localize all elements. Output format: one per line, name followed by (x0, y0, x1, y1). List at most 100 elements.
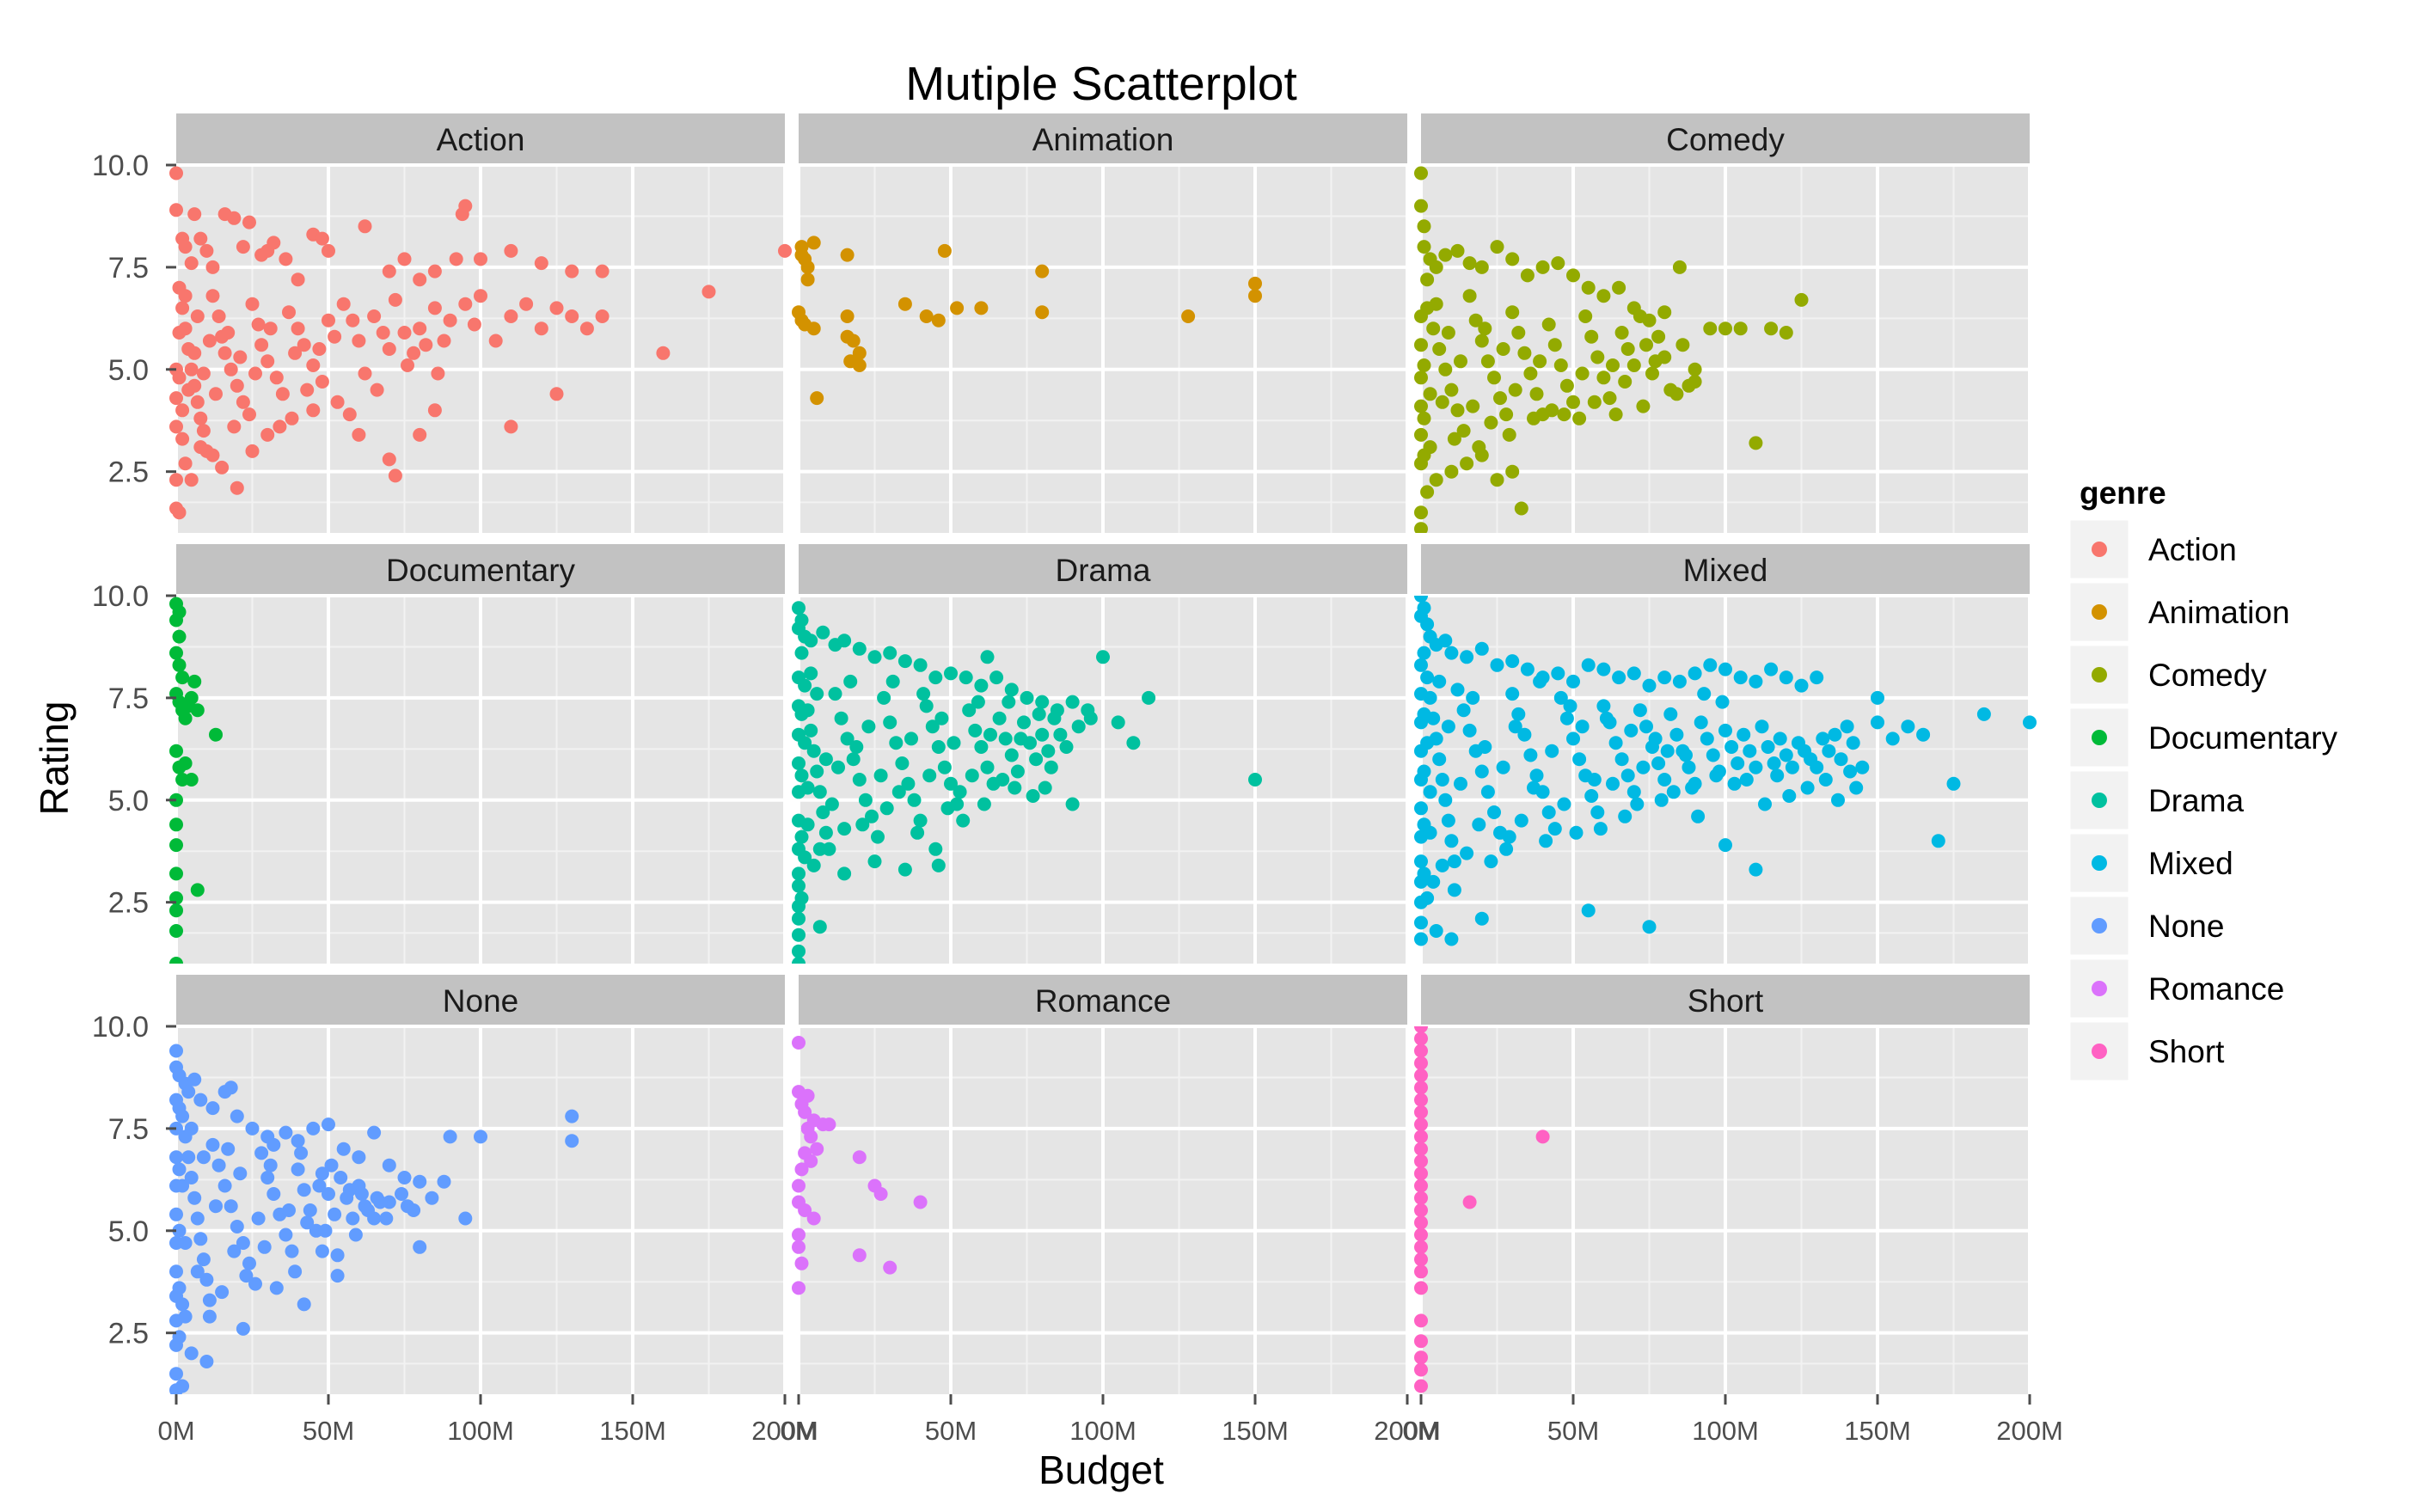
data-point (288, 1264, 303, 1279)
data-point (1059, 740, 1074, 754)
data-point (1414, 427, 1428, 442)
y-tick-label: 2.5 (108, 1318, 149, 1350)
data-point (1566, 395, 1580, 409)
data-point (931, 313, 946, 327)
data-point (1450, 683, 1465, 697)
data-point (285, 1244, 299, 1258)
data-point (1517, 346, 1532, 360)
data-point (879, 801, 894, 816)
data-point (831, 760, 845, 774)
data-point (837, 634, 852, 648)
facet-label-romance: Romance (1035, 983, 1171, 1019)
data-point (792, 670, 806, 685)
data-point (1566, 268, 1580, 283)
data-point (1454, 776, 1467, 791)
data-point (488, 334, 503, 348)
data-point (266, 1137, 281, 1152)
data-point (1767, 756, 1781, 770)
data-point (1047, 711, 1062, 725)
facet-mixed: Mixed (1414, 544, 2037, 964)
y-tick-label: 10.0 (92, 580, 149, 613)
data-point (1414, 1031, 1428, 1046)
data-point (1417, 358, 1431, 372)
x-tick-label: 100M (447, 1416, 514, 1446)
data-point (1466, 690, 1480, 705)
data-point (1657, 670, 1672, 685)
data-point (1520, 662, 1535, 676)
data-point (1414, 932, 1428, 946)
data-point (1645, 366, 1659, 381)
data-point (330, 1248, 345, 1263)
data-point (1466, 399, 1480, 413)
data-point (1414, 166, 1428, 181)
data-point (1423, 440, 1437, 455)
data-point (187, 346, 202, 360)
data-point (1749, 760, 1763, 774)
y-tick-label: 10.0 (92, 1011, 149, 1044)
data-point (1620, 342, 1635, 356)
data-point (169, 924, 183, 938)
data-point (792, 911, 806, 926)
data-point (1779, 326, 1793, 340)
data-point (1794, 678, 1809, 693)
data-point (1460, 650, 1474, 664)
data-point (1618, 809, 1633, 823)
data-point (824, 797, 839, 811)
data-point (1414, 1129, 1428, 1144)
legend-label-action: Action (2148, 532, 2237, 567)
data-point (1575, 366, 1590, 381)
data-point (849, 740, 864, 754)
legend-swatch-short (2092, 1044, 2107, 1059)
data-point (974, 301, 989, 315)
data-point (1976, 707, 1991, 721)
data-point (1447, 883, 1461, 897)
data-point (1014, 732, 1028, 746)
data-point (279, 252, 293, 266)
data-point (1417, 646, 1431, 660)
data-point (315, 375, 329, 389)
data-point (190, 703, 205, 718)
data-point (1602, 391, 1617, 406)
y-tick-label: 7.5 (108, 683, 149, 715)
data-point (1460, 456, 1474, 471)
data-point (1572, 752, 1587, 767)
data-point (312, 1178, 327, 1193)
data-point (169, 1367, 183, 1381)
data-point (251, 1211, 266, 1226)
data-point (184, 773, 199, 787)
data-point (837, 822, 852, 836)
data-point (1691, 809, 1706, 823)
data-point (1414, 596, 1428, 603)
data-point (1053, 727, 1068, 742)
data-point (187, 207, 202, 222)
data-point (419, 338, 433, 352)
data-point (291, 272, 305, 287)
data-point (840, 309, 855, 323)
data-point (169, 1044, 183, 1058)
data-point (175, 670, 190, 685)
data-point (904, 732, 918, 746)
data-point (1096, 650, 1110, 664)
data-point (1871, 715, 1884, 730)
data-point (437, 1174, 451, 1189)
data-point (1672, 260, 1687, 274)
data-point (800, 1088, 815, 1103)
data-point (245, 1121, 260, 1136)
data-point (458, 1211, 473, 1226)
data-point (800, 260, 815, 274)
data-point (895, 756, 910, 770)
data-point (1700, 732, 1714, 746)
facet-strip-mixed (1421, 544, 2030, 596)
data-point (1444, 932, 1459, 946)
data-point (1478, 740, 1492, 754)
x-tick-label: 100M (1069, 1416, 1136, 1446)
data-point (1529, 387, 1544, 401)
legend-title: genre (2080, 475, 2166, 511)
data-point (1002, 695, 1016, 709)
data-point (282, 1203, 296, 1217)
facet-label-comedy: Comedy (1666, 122, 1785, 157)
data-point (800, 272, 815, 287)
data-point (358, 366, 372, 381)
data-point (1420, 617, 1435, 632)
data-point (883, 1260, 897, 1275)
